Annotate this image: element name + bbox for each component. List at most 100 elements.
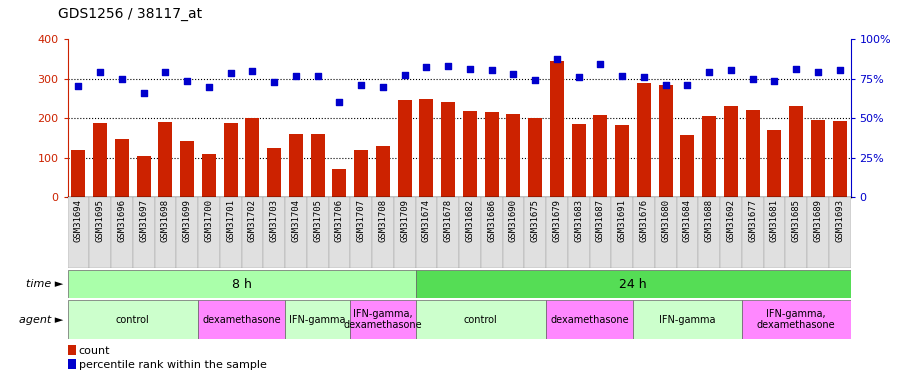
Bar	[68, 197, 89, 268]
Bar	[811, 120, 825, 197]
Text: GSM31690: GSM31690	[508, 199, 518, 242]
Bar	[267, 148, 281, 197]
Point	[550, 56, 564, 62]
Point	[789, 66, 804, 72]
Bar	[68, 359, 76, 369]
Bar	[350, 197, 372, 268]
Bar	[633, 300, 742, 339]
Text: GSM31677: GSM31677	[748, 199, 757, 242]
Text: GSM31709: GSM31709	[400, 199, 410, 242]
Text: dexamethasone: dexamethasone	[550, 315, 629, 325]
Bar	[68, 300, 198, 339]
Point	[310, 73, 325, 79]
Point	[180, 78, 194, 84]
Bar	[829, 197, 850, 268]
Point	[811, 69, 825, 75]
Text: GSM31701: GSM31701	[226, 199, 235, 242]
Bar	[115, 139, 129, 197]
Bar	[768, 130, 781, 197]
Bar	[398, 100, 411, 197]
Bar	[158, 122, 173, 197]
Bar	[441, 102, 455, 197]
Point	[572, 74, 586, 80]
Bar	[572, 124, 586, 197]
Bar	[198, 300, 285, 339]
Bar	[698, 197, 720, 268]
Bar	[568, 197, 590, 268]
Point	[659, 82, 673, 88]
Point	[289, 73, 303, 79]
Bar	[611, 197, 633, 268]
Point	[223, 70, 238, 76]
Bar	[593, 116, 608, 197]
Text: GSM31706: GSM31706	[335, 199, 344, 242]
Bar	[807, 197, 829, 268]
Point	[332, 99, 347, 105]
Bar	[742, 197, 763, 268]
Text: GSM31703: GSM31703	[270, 199, 279, 242]
Bar	[133, 197, 155, 268]
Text: GSM31692: GSM31692	[726, 199, 735, 242]
Bar	[419, 99, 434, 197]
Point	[528, 77, 543, 83]
Point	[767, 78, 781, 84]
Text: GSM31698: GSM31698	[161, 199, 170, 242]
Bar	[310, 134, 325, 197]
Bar	[111, 197, 133, 268]
Bar	[223, 123, 238, 197]
Point	[593, 61, 608, 67]
Bar	[285, 197, 307, 268]
Bar	[481, 197, 502, 268]
Text: GSM31707: GSM31707	[356, 199, 365, 242]
Bar	[198, 197, 220, 268]
Text: IFN-gamma: IFN-gamma	[290, 315, 346, 325]
Point	[114, 76, 129, 82]
Bar	[524, 197, 546, 268]
Point	[832, 67, 847, 73]
Point	[137, 90, 151, 96]
Text: time ►: time ►	[26, 279, 63, 289]
Text: GSM31696: GSM31696	[117, 199, 126, 242]
Bar	[437, 197, 459, 268]
Text: GSM31681: GSM31681	[770, 199, 778, 242]
Point	[71, 83, 86, 89]
Bar	[763, 197, 785, 268]
Text: GSM31684: GSM31684	[683, 199, 692, 242]
Bar	[742, 300, 850, 339]
Text: 8 h: 8 h	[231, 278, 251, 291]
Bar	[680, 135, 695, 197]
Point	[463, 66, 477, 72]
Text: GSM31697: GSM31697	[140, 199, 148, 242]
Text: GSM31702: GSM31702	[248, 199, 256, 242]
Text: count: count	[79, 346, 110, 356]
Point	[354, 82, 368, 88]
Bar	[745, 110, 760, 197]
Text: GSM31689: GSM31689	[814, 199, 823, 242]
Bar	[546, 300, 633, 339]
Bar	[702, 116, 716, 197]
Bar	[615, 125, 629, 197]
Point	[484, 67, 499, 73]
Text: GSM31685: GSM31685	[792, 199, 801, 242]
Text: GSM31680: GSM31680	[662, 199, 670, 242]
Bar	[528, 118, 542, 197]
Point	[506, 70, 520, 76]
Bar	[785, 197, 807, 268]
Text: GSM31686: GSM31686	[487, 199, 496, 242]
Bar	[246, 118, 259, 197]
Bar	[484, 112, 499, 197]
Bar	[68, 270, 416, 298]
Bar	[633, 197, 655, 268]
Text: GSM31676: GSM31676	[639, 199, 648, 242]
Text: GSM31699: GSM31699	[183, 199, 192, 242]
Point	[398, 72, 412, 78]
Point	[158, 69, 173, 75]
Text: IFN-gamma,
dexamethasone: IFN-gamma, dexamethasone	[757, 309, 835, 330]
Point	[93, 69, 107, 75]
Bar	[655, 197, 677, 268]
Point	[615, 73, 629, 79]
Point	[419, 64, 434, 70]
Bar	[507, 114, 520, 197]
Bar	[202, 154, 216, 197]
Text: GSM31678: GSM31678	[444, 199, 453, 242]
